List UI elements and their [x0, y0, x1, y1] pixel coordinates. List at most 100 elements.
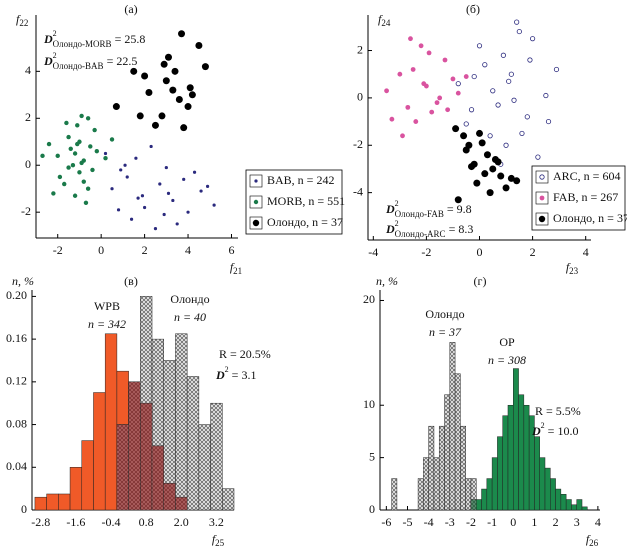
point: [79, 160, 84, 166]
symbol: D: [385, 202, 395, 216]
bar: [460, 425, 466, 511]
bar: [454, 373, 461, 511]
bar: [513, 368, 519, 511]
point: [454, 196, 462, 204]
y-tick-label: 0: [357, 90, 363, 104]
point: [85, 186, 91, 191]
x-tick-label: -6: [381, 515, 391, 529]
superscript: 2: [53, 51, 57, 60]
symbol: D: [215, 368, 225, 382]
point: [123, 163, 127, 167]
point: [94, 148, 100, 154]
point: [162, 77, 170, 85]
y-tick-label: -4: [353, 184, 363, 198]
bar: [93, 392, 106, 511]
annotation: D2 = 10.0: [531, 421, 578, 438]
y-tick-label: 0.20: [6, 288, 27, 302]
symbol: f: [230, 260, 235, 274]
series-count: n = 40: [174, 310, 206, 324]
superscript: 2: [395, 199, 399, 208]
point: [116, 208, 121, 212]
point: [136, 112, 144, 120]
bar: [46, 493, 59, 511]
bar: [391, 478, 398, 511]
y-tick-label: 20: [363, 292, 375, 306]
point: [543, 92, 549, 99]
x-tick-label: 4: [595, 515, 601, 529]
series-count: n = 308: [488, 353, 526, 367]
bar: [444, 394, 451, 511]
annotation: R = 5.5%: [535, 404, 581, 418]
point: [166, 191, 171, 195]
bar: [104, 333, 118, 511]
point: [471, 73, 477, 80]
x-tick-label: -0.4: [102, 515, 121, 529]
bar: [507, 404, 514, 511]
bar: [481, 488, 488, 511]
point: [195, 42, 203, 50]
point: [212, 203, 216, 207]
point: [164, 53, 172, 61]
point: [112, 103, 120, 111]
bar: [576, 499, 583, 511]
bar: [175, 333, 188, 511]
x-tick-label: 3.2: [209, 515, 224, 529]
annotation: D2 = 3.1: [215, 365, 256, 382]
point: [136, 196, 140, 200]
x-axis-label: f21: [230, 260, 242, 276]
point: [158, 112, 166, 120]
subscript: Олондо-FAB: [395, 209, 444, 219]
point: [429, 109, 435, 115]
point: [109, 137, 115, 142]
x-tick-label: -3: [445, 515, 455, 529]
y-axis-label: f24: [378, 12, 391, 28]
overlap-hatch: [128, 381, 141, 510]
x-axis-label: f26: [586, 532, 599, 548]
subscript: 26: [589, 538, 599, 548]
overlap-hatch: [140, 403, 153, 510]
point: [400, 133, 405, 139]
point: [468, 107, 475, 113]
point: [481, 170, 489, 178]
point: [68, 146, 73, 151]
x-tick-label: 2: [553, 515, 559, 529]
point: [476, 129, 483, 137]
point: [72, 151, 78, 156]
point: [62, 181, 67, 187]
point: [421, 81, 427, 87]
point: [186, 210, 190, 214]
point: [119, 168, 123, 172]
point: [88, 144, 93, 149]
point: [527, 57, 533, 63]
x-tick-label: 0.8: [139, 515, 154, 529]
bar: [560, 494, 567, 511]
point: [410, 67, 416, 72]
point: [513, 177, 521, 185]
point: [75, 123, 80, 128]
bar: [581, 506, 588, 511]
point: [145, 88, 153, 96]
bar: [81, 440, 94, 511]
bar: [544, 467, 551, 511]
symbol: D: [43, 32, 53, 46]
point: [489, 165, 497, 173]
point: [180, 124, 188, 132]
legend-label: BAB, n = 242: [267, 173, 334, 187]
overlap-hatch: [152, 445, 164, 510]
y-tick-label: 10: [363, 397, 375, 411]
y-tick-label: 0: [21, 502, 27, 516]
legend-marker: [539, 174, 545, 180]
point: [66, 165, 71, 170]
point: [164, 165, 168, 170]
overlap-hatch: [175, 497, 188, 510]
legend-label: FAB, n = 267: [553, 190, 618, 204]
subscript: 25: [215, 538, 225, 548]
point: [184, 103, 192, 111]
point: [463, 121, 469, 127]
bar: [523, 404, 530, 511]
y-axis-label: n, %: [12, 274, 34, 288]
superscript: 2: [541, 421, 545, 430]
point: [529, 36, 536, 42]
point: [125, 175, 129, 179]
panel-label: (а): [124, 2, 137, 16]
